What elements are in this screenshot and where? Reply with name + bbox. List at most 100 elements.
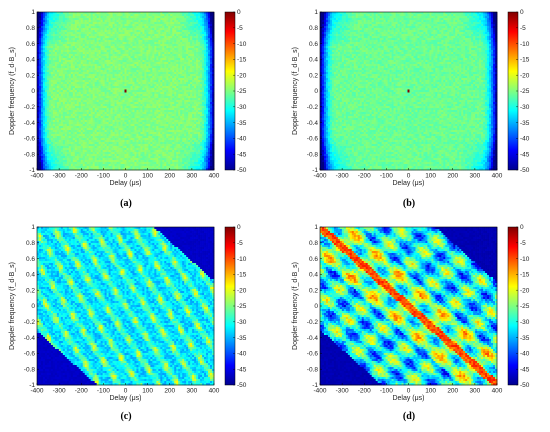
heatmap-cell — [103, 30, 105, 32]
heatmap-cell — [107, 66, 109, 68]
heatmap-cell — [174, 58, 176, 60]
heatmap-cell — [111, 114, 113, 116]
heatmap-cell — [206, 20, 208, 22]
heatmap-cell — [142, 112, 144, 114]
heatmap-cell — [170, 74, 172, 76]
heatmap-cell — [208, 36, 210, 38]
heatmap-cell — [142, 116, 144, 118]
heatmap-cell — [134, 32, 136, 34]
heatmap-cell — [134, 70, 136, 72]
heatmap-cell — [128, 58, 130, 60]
heatmap-cell — [99, 16, 101, 18]
heatmap-cell — [178, 102, 180, 104]
heatmap-cell — [85, 34, 87, 36]
heatmap-cell — [180, 78, 182, 80]
heatmap-cell — [162, 88, 164, 90]
heatmap-cell — [67, 68, 69, 70]
heatmap-cell — [144, 58, 146, 60]
heatmap-cell — [178, 56, 180, 58]
heatmap-cell — [83, 12, 85, 14]
heatmap-cell — [146, 66, 148, 68]
heatmap-cell — [174, 118, 176, 120]
heatmap-cell — [53, 48, 55, 50]
heatmap-cell — [152, 74, 154, 76]
heatmap-cell — [164, 18, 166, 20]
heatmap-cell — [59, 86, 61, 88]
heatmap-cell — [178, 106, 180, 108]
heatmap-cell — [126, 54, 128, 56]
heatmap-cell — [168, 44, 170, 46]
heatmap-cell — [111, 30, 113, 32]
heatmap-cell — [164, 96, 166, 98]
heatmap-cell — [148, 66, 150, 68]
heatmap-cell — [154, 42, 156, 44]
heatmap-cell — [168, 68, 170, 70]
heatmap-cell — [57, 96, 59, 98]
heatmap-cell — [115, 114, 117, 116]
heatmap-cell — [119, 92, 121, 94]
heatmap-cell — [146, 94, 148, 96]
heatmap-cell — [186, 44, 188, 46]
heatmap-cell — [49, 12, 51, 14]
heatmap-cell — [111, 34, 113, 36]
heatmap-cell — [79, 30, 81, 32]
heatmap-cell — [186, 102, 188, 104]
heatmap-cell — [130, 24, 132, 26]
heatmap-cell — [186, 82, 188, 84]
heatmap-cell — [168, 96, 170, 98]
heatmap-cell — [166, 56, 168, 58]
heatmap-cell — [73, 42, 75, 44]
heatmap-cell — [53, 84, 55, 86]
heatmap-cell — [194, 118, 196, 120]
heatmap-cell — [53, 112, 55, 114]
heatmap-cell — [69, 58, 71, 60]
heatmap-cell — [99, 106, 101, 108]
heatmap-cell — [47, 120, 49, 122]
heatmap-cell — [115, 56, 117, 58]
heatmap-cell — [128, 32, 130, 34]
heatmap-cell — [164, 98, 166, 100]
heatmap-cell — [65, 118, 67, 120]
heatmap-cell — [168, 48, 170, 50]
heatmap-cell — [115, 84, 117, 86]
heatmap-cell — [174, 52, 176, 54]
heatmap-cell — [87, 116, 89, 118]
heatmap-cell — [178, 40, 180, 42]
heatmap-cell — [57, 22, 59, 24]
heatmap-cell — [47, 68, 49, 70]
heatmap-cell — [210, 96, 212, 98]
heatmap-cell — [89, 40, 91, 42]
heatmap-cell — [194, 42, 196, 44]
heatmap-cell — [121, 88, 123, 90]
heatmap-cell — [37, 86, 39, 88]
heatmap-cell — [101, 32, 103, 34]
heatmap-cell — [182, 66, 184, 68]
heatmap-cell — [130, 44, 132, 46]
heatmap-cell — [71, 18, 73, 20]
heatmap-cell — [75, 110, 77, 112]
heatmap-cell — [117, 30, 119, 32]
heatmap-cell — [138, 76, 140, 78]
heatmap-cell — [117, 40, 119, 42]
heatmap-cell — [57, 50, 59, 52]
heatmap-cell — [81, 82, 83, 84]
heatmap-cell — [180, 76, 182, 78]
heatmap-cell — [103, 116, 105, 118]
heatmap-cell — [176, 94, 178, 96]
heatmap-cell — [91, 36, 93, 38]
heatmap-cell — [37, 28, 39, 30]
heatmap-cell — [130, 32, 132, 34]
heatmap-cell — [168, 92, 170, 94]
heatmap-cell — [202, 114, 204, 116]
heatmap-cell — [123, 72, 125, 74]
heatmap-cell — [75, 26, 77, 28]
heatmap-cell — [196, 14, 198, 16]
heatmap-cell — [107, 48, 109, 50]
heatmap-cell — [206, 30, 208, 32]
heatmap-cell — [202, 42, 204, 44]
heatmap-cell — [71, 104, 73, 106]
heatmap-cell — [186, 108, 188, 110]
heatmap-cell — [170, 88, 172, 90]
heatmap-cell — [119, 56, 121, 58]
heatmap-cell — [166, 120, 168, 122]
